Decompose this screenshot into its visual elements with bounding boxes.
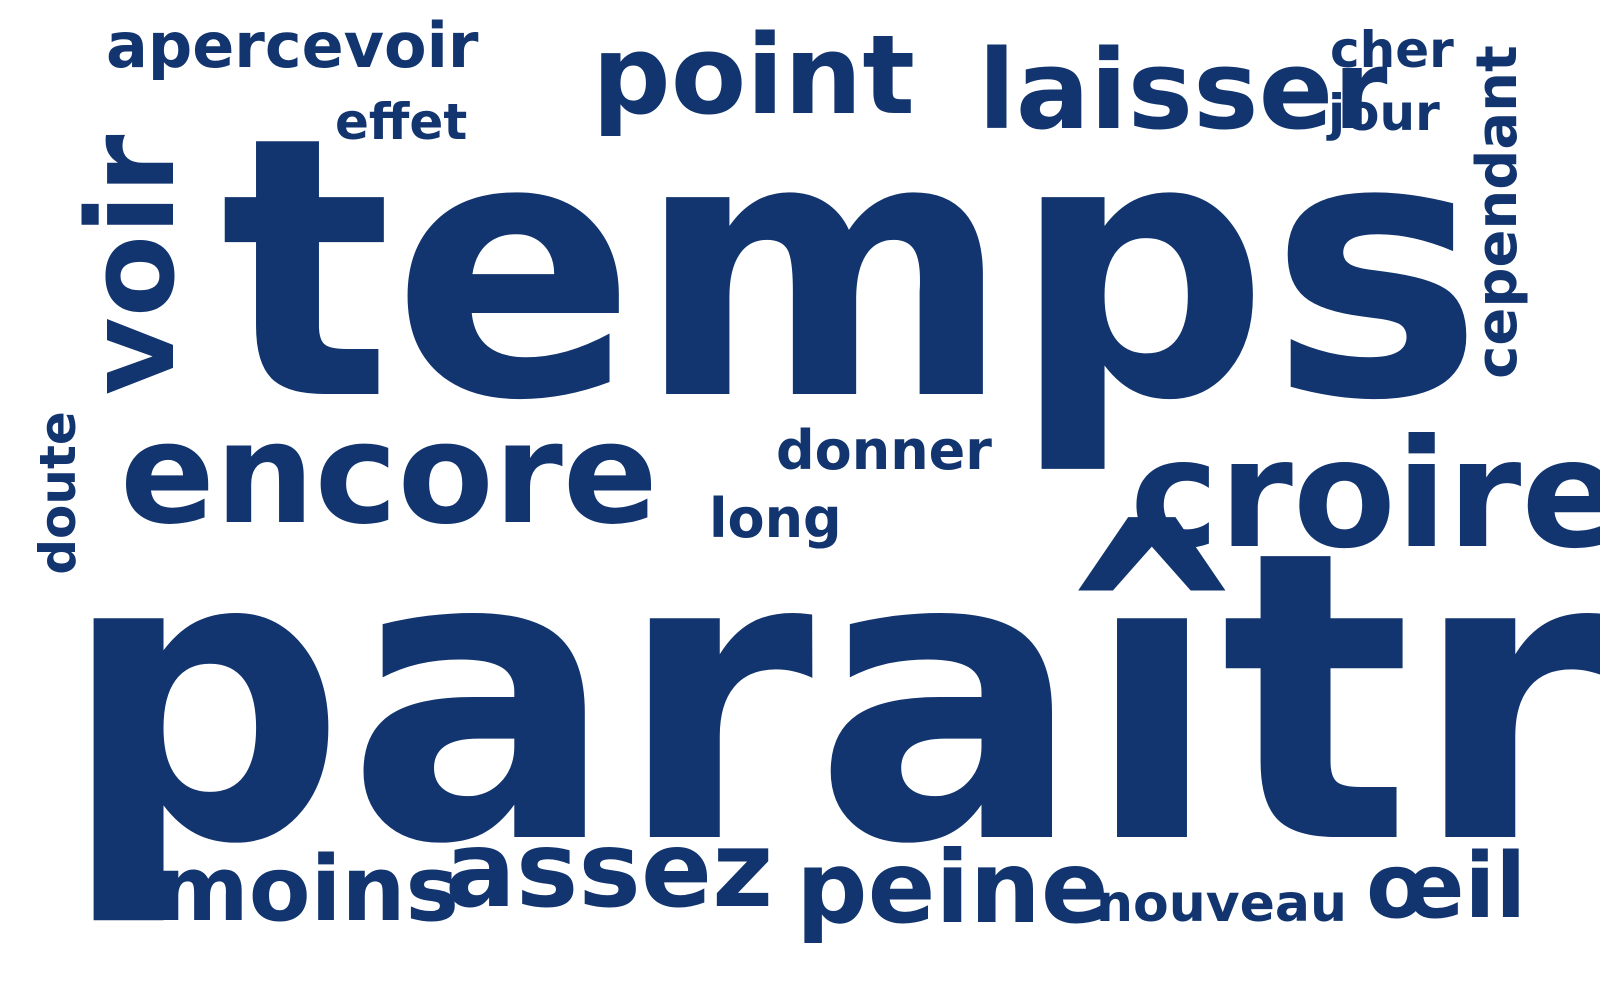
- word-oeil: œil: [1366, 834, 1527, 939]
- word-cher: cher: [1330, 21, 1454, 79]
- word-laisser: laisser: [978, 26, 1388, 154]
- word-encore: encore: [120, 393, 658, 556]
- word-cependant: cependant: [1465, 45, 1530, 379]
- word-donner: donner: [776, 419, 992, 482]
- word-croire: croire: [1130, 408, 1600, 582]
- word-point: point: [592, 11, 915, 139]
- word-long: long: [709, 487, 842, 550]
- word-assez: assez: [445, 809, 774, 931]
- word-doute: doute: [29, 411, 87, 575]
- word-apercevoir: apercevoir: [106, 9, 479, 82]
- word-effet: effet: [335, 93, 468, 151]
- word-peine: peine: [796, 829, 1109, 946]
- word-jour: jour: [1328, 84, 1440, 142]
- word-temps: temps: [220, 60, 1484, 479]
- word-moins: moins: [155, 837, 460, 942]
- word-nouveau: nouveau: [1096, 874, 1348, 934]
- word-voir: voir: [63, 134, 202, 396]
